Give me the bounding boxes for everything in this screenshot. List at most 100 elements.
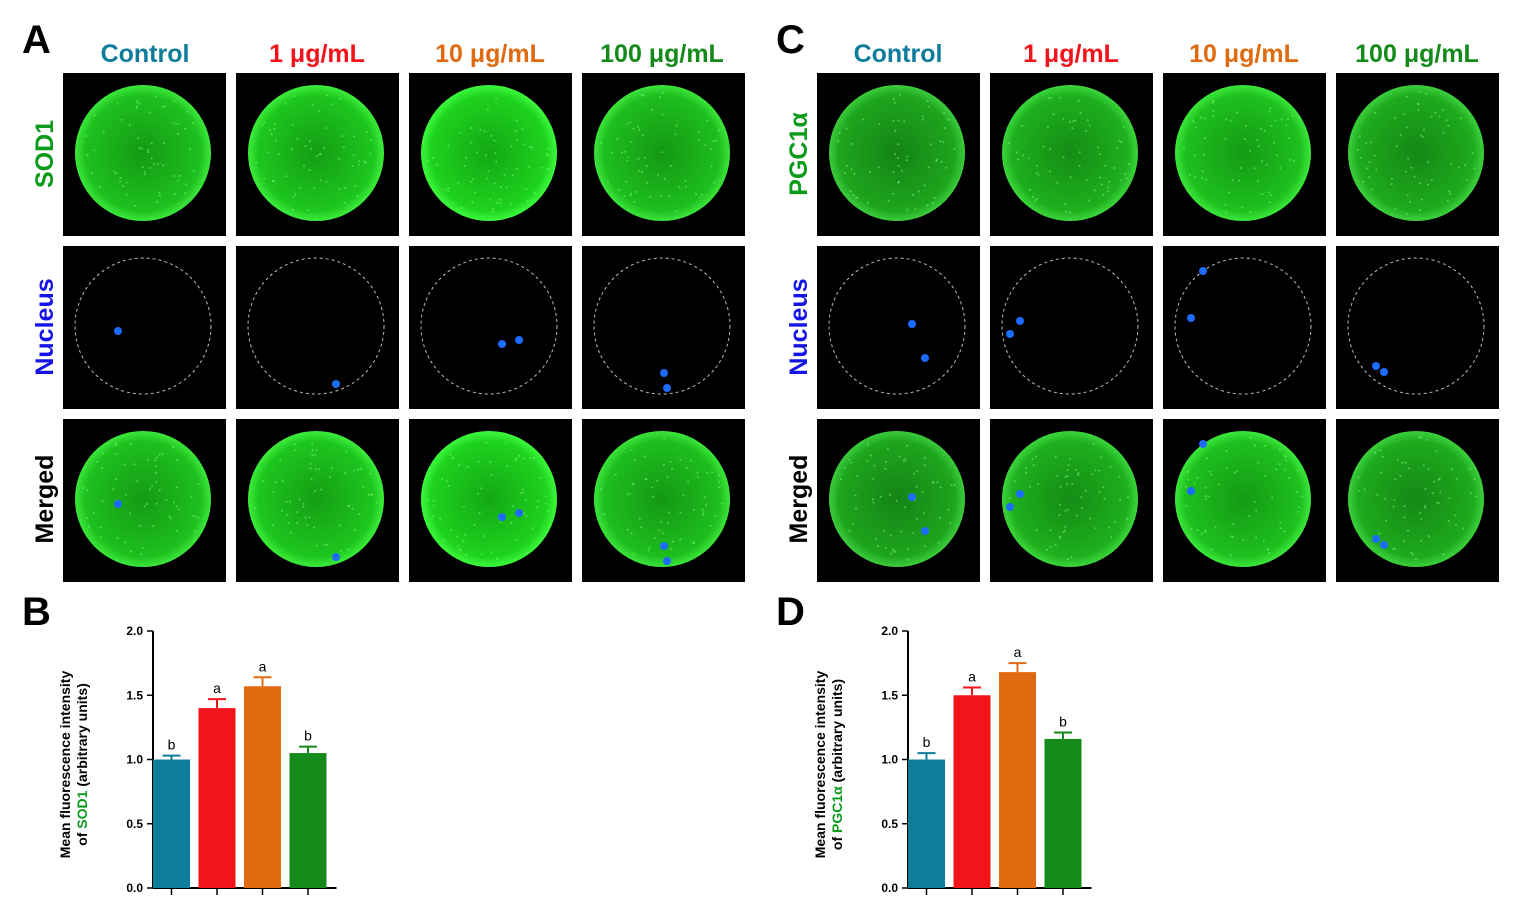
significance-letter-0: b [168,737,176,753]
col-header-10ug: 10 μg/mL [435,40,545,68]
col-header-control-right: Control [853,40,943,68]
y-tick-label: 1.0 [881,753,898,767]
oocyte-green-signal [1348,431,1484,567]
y-axis-label-marker: PGC1α [829,786,845,833]
significance-letter-1: a [968,669,976,685]
tile-right-r2-c3 [1336,419,1499,582]
col-header-100ug: 100 μg/mL [600,40,724,68]
nucleus-spot [921,354,929,362]
row-label-merged-right: Merged [785,454,813,544]
oocyte-green-signal [248,431,384,567]
col-header-1ug: 1 μg/mL [269,40,365,68]
y-tick-label: 2.0 [126,624,143,638]
row-label-pgc1a: PGC1α [785,112,813,196]
significance-letter-2: a [1014,644,1022,660]
nucleus-spot [1199,440,1207,448]
nucleus-spot [1006,503,1014,511]
significance-letter-1: a [213,680,221,696]
oocyte-green-signal [1175,85,1311,221]
bar-0 [153,759,190,888]
tile-left-r1-c1 [236,246,399,409]
row-label-sod1: SOD1 [31,119,59,189]
nucleus-spot [921,527,929,535]
bar-2 [999,672,1036,888]
nucleus-spot [1016,490,1024,498]
y-tick-label: 0.5 [126,817,143,831]
tile-right-r2-c2 [1163,419,1326,582]
nucleus-spot [1199,267,1207,275]
y-tick-label: 1.0 [126,753,143,767]
nucleus-spot [1380,541,1388,549]
oocyte-green-signal [1002,431,1138,567]
nucleus-spot [332,380,340,388]
tile-left-r2-c3 [582,419,745,582]
col-header-control: Control [100,40,190,68]
nucleus-spot [498,340,506,348]
y-tick-label: 0.0 [126,881,143,895]
nucleus-spot [1006,330,1014,338]
tile-left-r1-c2 [409,246,572,409]
tile-right-r0-c1 [990,73,1153,236]
bar-1 [198,708,236,888]
row-label-merged: Merged [31,454,59,544]
nucleus-spot [515,509,523,517]
tile-left-r0-c2 [409,73,572,236]
bar-2 [244,686,281,888]
tile-right-r1-c2 [1163,246,1326,409]
tile-left-r0-c3 [582,73,745,236]
bar-chart-pgc1a: 0.0 0.5 1.0 1.5 2.0 Mean fluorescence intensi… [812,624,1092,895]
nucleus-spot [114,327,122,335]
tile-right-r2-c0 [817,419,980,582]
bar-3 [289,753,327,888]
oocyte-green-signal [829,431,965,567]
y-axis-label-line2: of SOD1 (arbitrary units) [74,683,90,846]
oocyte-green-signal [75,85,211,221]
row-label-nucleus: Nucleus [31,278,59,376]
col-header-10ug-right: 10 μg/mL [1189,40,1299,68]
bar-chart-sod1: 0.0 0.5 1.0 1.5 2.0 Mean fluorescence intensi… [57,624,337,895]
oocyte-green-signal [75,431,211,567]
nucleus-spot [908,320,916,328]
tile-right-r0-c2 [1163,73,1326,236]
nucleus-spot [663,384,671,392]
tile-left-r2-c2 [409,419,572,582]
nucleus-spot [908,493,916,501]
y-tick-label: 1.5 [126,688,143,702]
nucleus-spot [1372,362,1380,370]
y-axis-label-line1: Mean fluorescence intensity [57,671,73,859]
tile-right-r1-c0 [817,246,980,409]
panel-letter-a: A [22,18,51,62]
nucleus-spot [1380,368,1388,376]
significance-letter-2: a [259,658,267,674]
y-axis-label-line2: of PGC1α (arbitrary units) [829,679,845,850]
tile-left-r2-c1 [236,419,399,582]
y-tick-label: 2.0 [881,624,898,638]
bar-1 [953,695,991,888]
oocyte-green-signal [1002,85,1138,221]
tile-left-r0-c0 [63,73,226,236]
tile-left-r1-c0 [63,246,226,409]
row-label-nucleus-right: Nucleus [785,278,813,376]
significance-letter-3: b [304,728,312,744]
y-tick-label: 1.5 [881,688,898,702]
nucleus-spot [660,542,668,550]
y-axis-label-marker: SOD1 [74,790,90,828]
significance-letter-3: b [1059,714,1067,730]
tile-right-r0-c3 [1336,73,1499,236]
nucleus-spot [660,369,668,377]
nucleus-spot [1187,487,1195,495]
nucleus-spot [663,557,671,565]
oocyte-green-signal [829,85,965,221]
nucleus-spot [114,500,122,508]
bar-3 [1044,738,1082,888]
tile-right-r1-c3 [1336,246,1499,409]
tile-right-r0-c0 [817,73,980,236]
oocyte-green-signal [421,85,557,221]
y-tick-label: 0.5 [881,817,898,831]
y-axis-label-line1: Mean fluorescence intensity [812,671,828,859]
significance-letter-0: b [923,734,931,750]
oocyte-green-signal [594,431,730,567]
tile-left-r0-c1 [236,73,399,236]
tile-left-r1-c3 [582,246,745,409]
nucleus-spot [332,553,340,561]
